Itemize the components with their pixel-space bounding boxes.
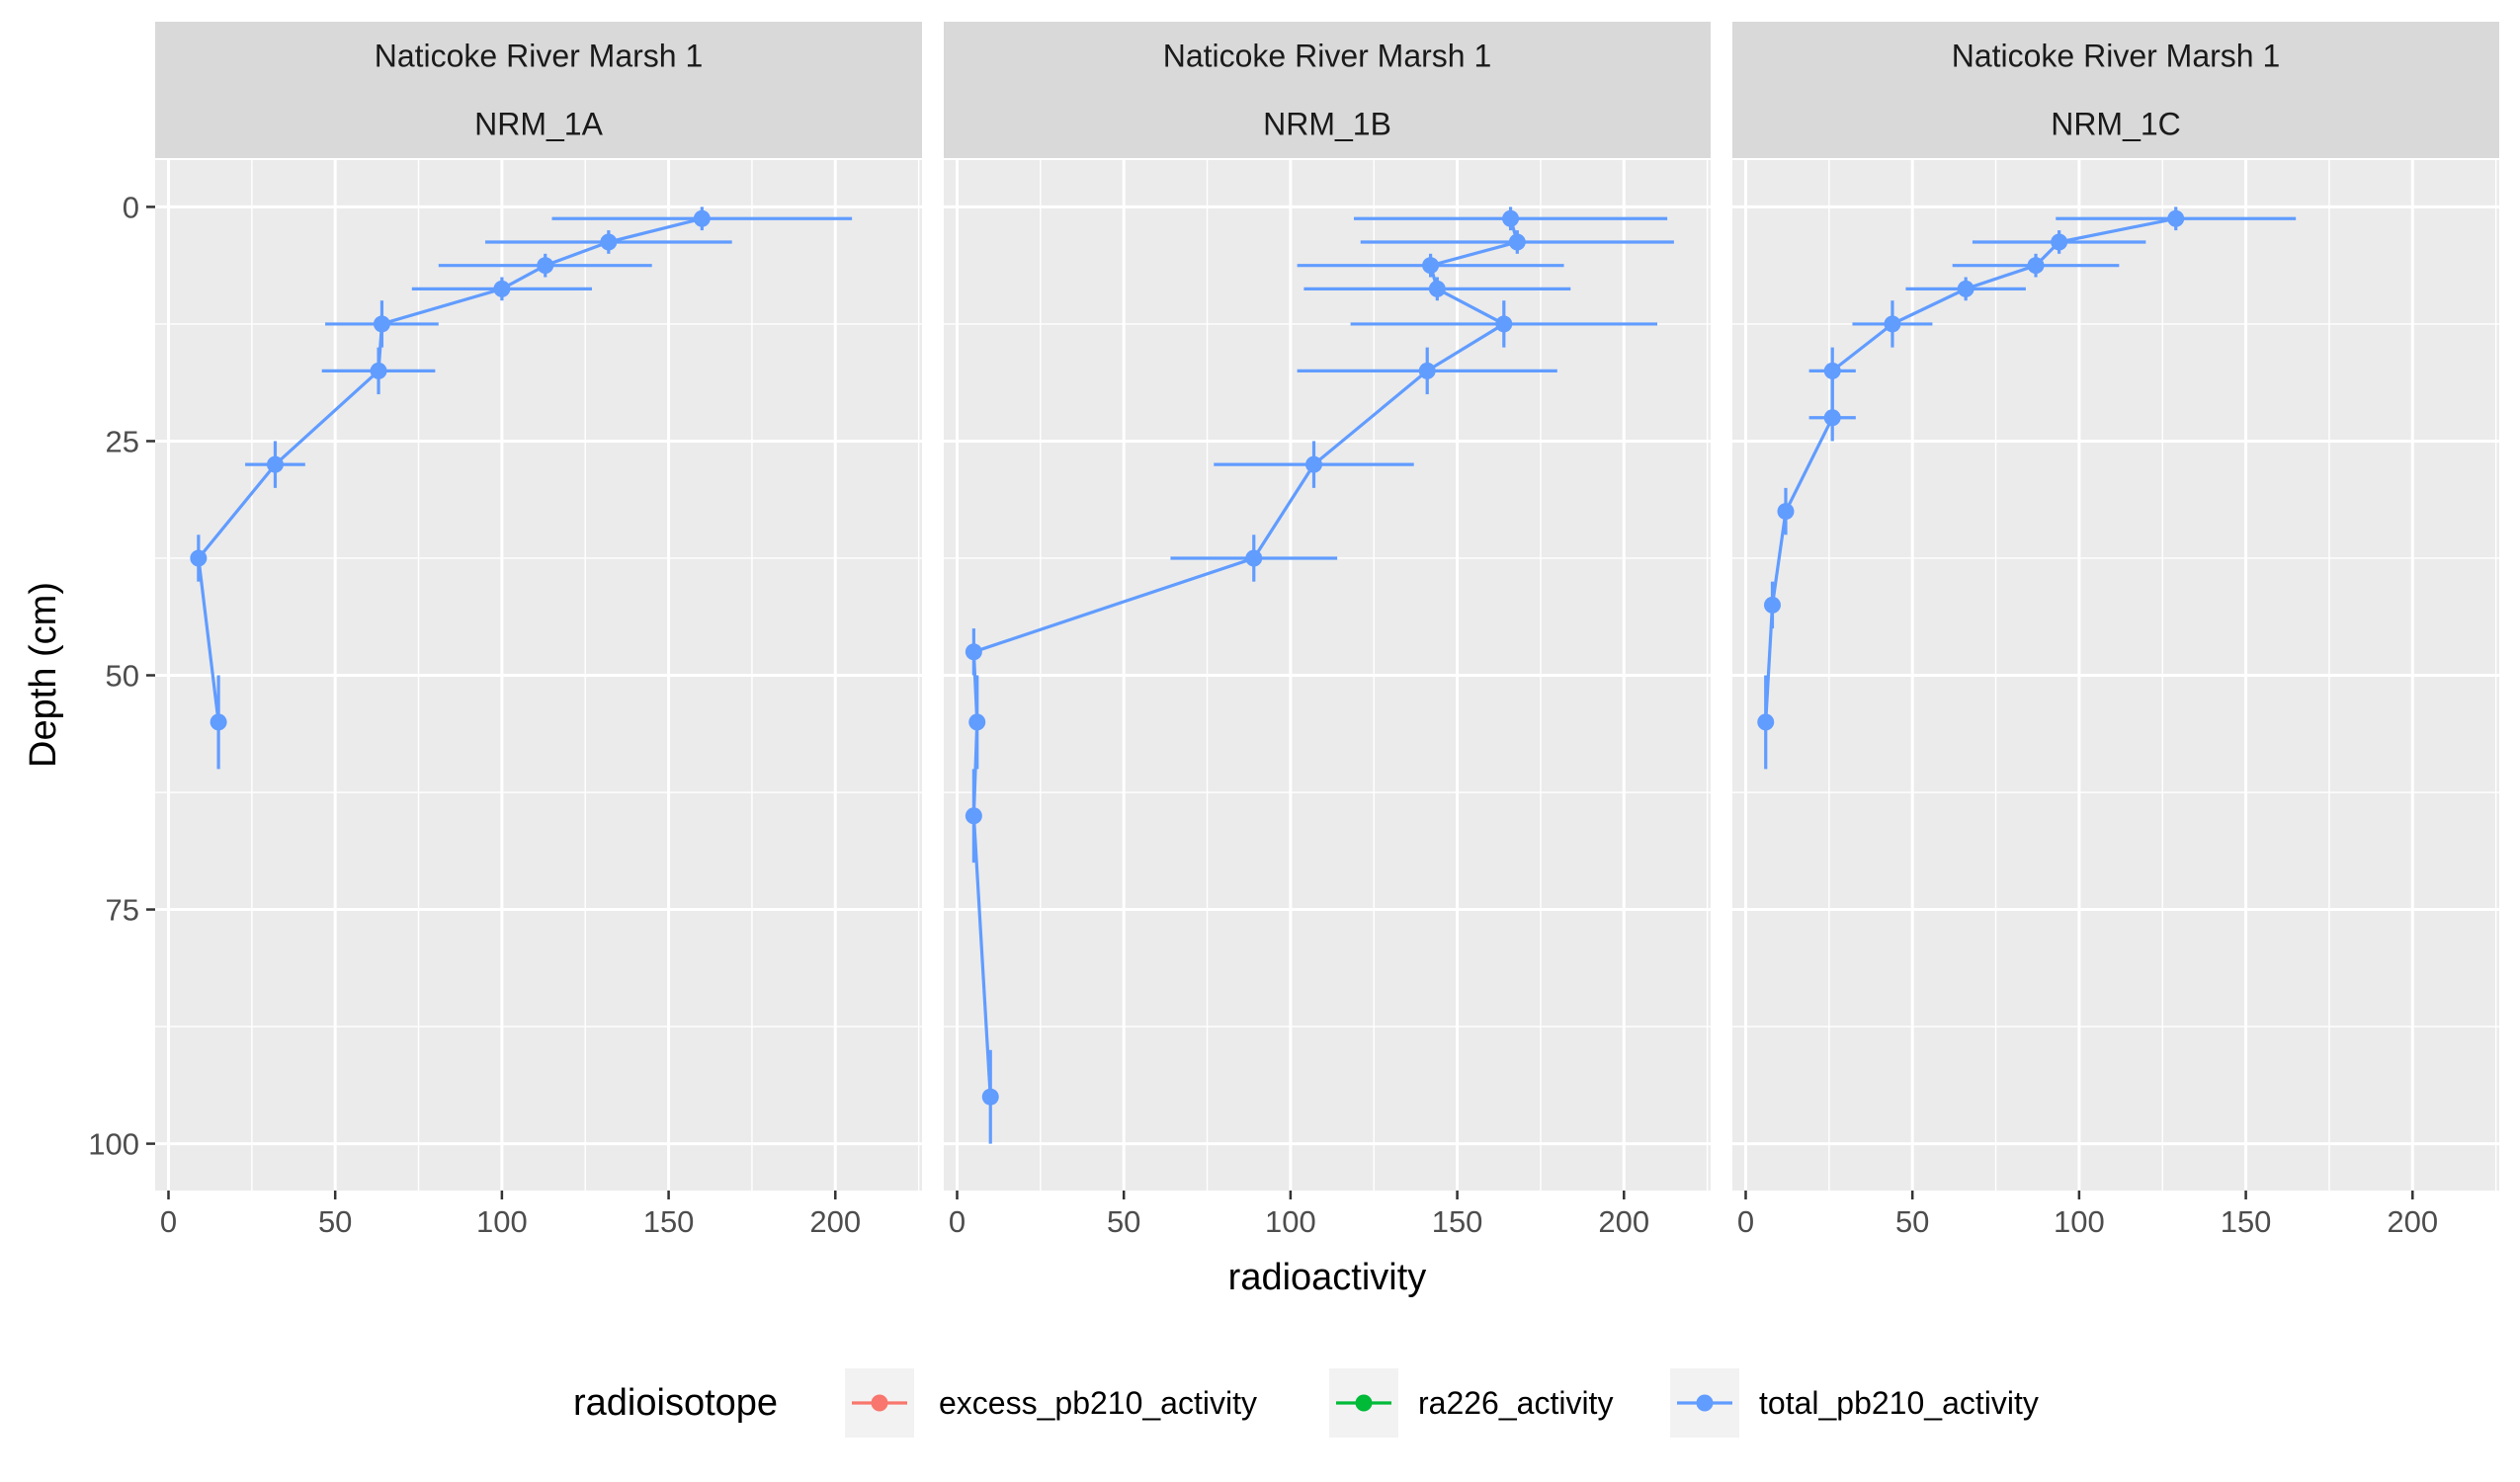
legend-key-point bbox=[1355, 1394, 1373, 1412]
data-point bbox=[1884, 315, 1901, 333]
x-tick-label: 100 bbox=[476, 1204, 528, 1239]
data-point bbox=[537, 257, 554, 275]
x-tick-label: 150 bbox=[643, 1204, 695, 1239]
data-point bbox=[1422, 257, 1440, 275]
facet-strip-core-label: NRM_1C bbox=[2051, 107, 2181, 142]
facet-strip-core bbox=[944, 90, 1711, 158]
facet-strip-site bbox=[944, 22, 1711, 90]
x-tick-label: 100 bbox=[1265, 1204, 1316, 1239]
data-point bbox=[2167, 209, 2185, 227]
x-tick-label: 200 bbox=[809, 1204, 861, 1239]
data-point bbox=[2027, 257, 2045, 275]
legend-key-point bbox=[1696, 1394, 1714, 1412]
data-point bbox=[1418, 362, 1436, 379]
facet-strip-site-label: Naticoke River Marsh 1 bbox=[1163, 39, 1492, 74]
facet-strip-site bbox=[155, 22, 922, 90]
y-tick-label: 0 bbox=[123, 190, 139, 224]
data-point bbox=[1428, 280, 1446, 297]
legend-label: total_pb210_activity bbox=[1759, 1385, 2039, 1421]
data-point bbox=[373, 315, 390, 333]
x-tick-label: 200 bbox=[2387, 1204, 2438, 1239]
x-tick-label: 200 bbox=[1598, 1204, 1649, 1239]
data-point bbox=[2051, 233, 2068, 251]
facet-strip-core bbox=[1732, 90, 2499, 158]
x-tick-label: 150 bbox=[1432, 1204, 1483, 1239]
y-tick-label: 100 bbox=[88, 1127, 139, 1162]
data-point bbox=[965, 643, 982, 661]
y-axis-title: Depth (cm) bbox=[23, 582, 64, 768]
data-point bbox=[1502, 209, 1520, 227]
x-axis-title: radioactivity bbox=[1228, 1257, 1427, 1298]
data-point bbox=[1245, 549, 1263, 567]
data-point bbox=[1763, 596, 1781, 614]
legend-label: ra226_activity bbox=[1418, 1385, 1613, 1421]
series-line-total-pb210 bbox=[1764, 216, 2177, 722]
data-point bbox=[1823, 362, 1841, 379]
x-tick-label: 50 bbox=[318, 1204, 352, 1239]
data-point bbox=[210, 713, 227, 731]
x-tick-label: 0 bbox=[949, 1204, 966, 1239]
y-tick-label: 25 bbox=[106, 424, 139, 458]
data-point bbox=[1305, 455, 1323, 473]
y-tick-label: 75 bbox=[106, 893, 139, 928]
x-tick-label: 0 bbox=[1737, 1204, 1754, 1239]
facet-strip-core bbox=[155, 90, 922, 158]
facet-panel-nrm-1a: Naticoke River Marsh 1 NRM_1A 0 50 100 150 200 bbox=[155, 22, 922, 1239]
data-point bbox=[1957, 280, 1974, 297]
facet-panel-nrm-1b: Naticoke River Marsh 1 NRM_1B 0 50 100 150 200 bbox=[944, 22, 1711, 1239]
data-point bbox=[965, 807, 982, 825]
data-point bbox=[981, 1088, 999, 1106]
data-point bbox=[1508, 233, 1526, 251]
data-point bbox=[1757, 713, 1775, 731]
data-point bbox=[266, 455, 284, 473]
data-point bbox=[1823, 409, 1841, 427]
y-tick-label: 50 bbox=[106, 659, 139, 694]
data-point bbox=[600, 233, 618, 251]
data-point bbox=[693, 209, 711, 227]
data-point bbox=[1495, 315, 1513, 333]
legend-title: radioisotope bbox=[573, 1382, 778, 1424]
x-tick-label: 150 bbox=[2221, 1204, 2272, 1239]
x-tick-label: 50 bbox=[1895, 1204, 1929, 1239]
x-tick-label: 0 bbox=[160, 1204, 177, 1239]
facet-strip-core-label: NRM_1B bbox=[1263, 107, 1391, 142]
facet-strip-site-label: Naticoke River Marsh 1 bbox=[1952, 39, 2281, 74]
legend: radioisotope excess_pb210_activity ra226_a… bbox=[573, 1368, 2039, 1438]
x-tick-label: 50 bbox=[1107, 1204, 1140, 1239]
facet-strip-core-label: NRM_1A bbox=[474, 107, 603, 142]
data-point bbox=[370, 362, 387, 379]
data-point bbox=[493, 280, 511, 297]
data-point bbox=[190, 549, 208, 567]
facet-panel-nrm-1c: Naticoke River Marsh 1 NRM_1C 0 50 100 150 200 bbox=[1732, 22, 2499, 1239]
data-point bbox=[1777, 503, 1795, 521]
facet-strip-site-label: Naticoke River Marsh 1 bbox=[375, 39, 704, 74]
data-point bbox=[968, 713, 986, 731]
x-tick-label: 100 bbox=[2054, 1204, 2105, 1239]
facet-strip-site bbox=[1732, 22, 2499, 90]
legend-key-point bbox=[871, 1394, 888, 1412]
legend-label: excess_pb210_activity bbox=[939, 1385, 1257, 1421]
